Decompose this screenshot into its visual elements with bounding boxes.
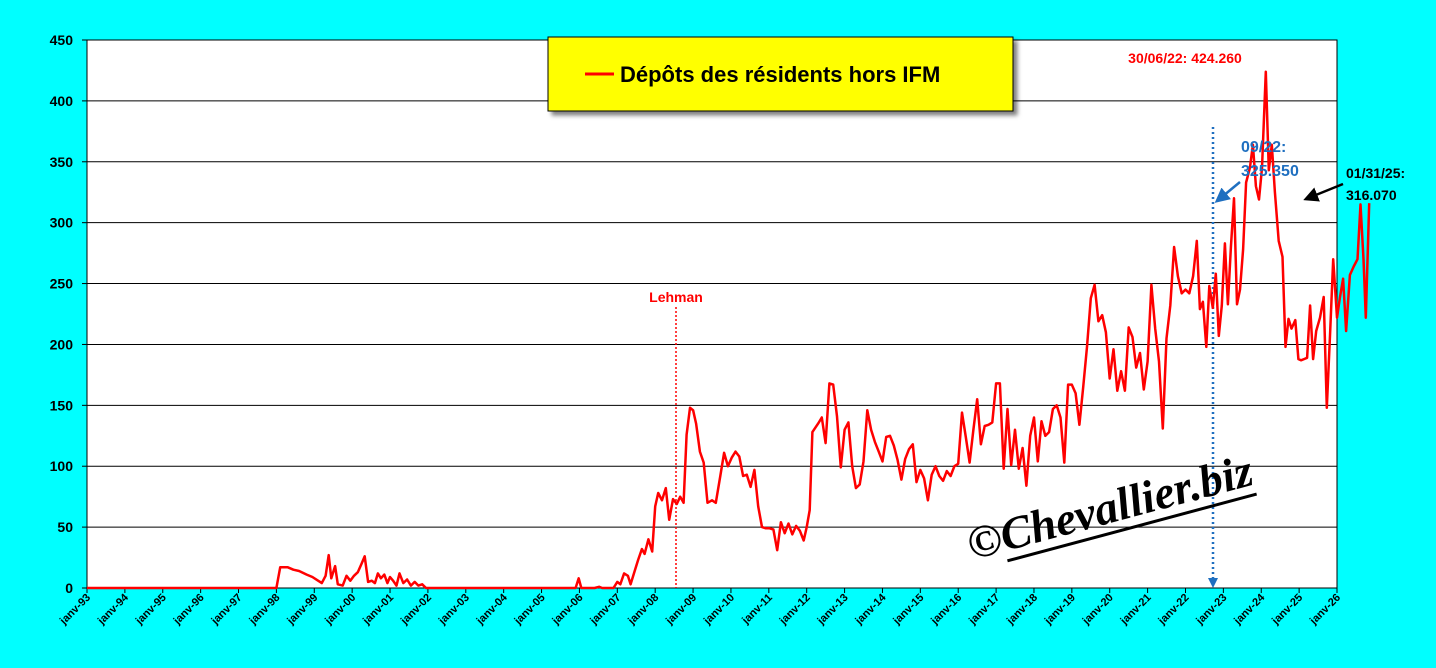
legend-box [547,36,1014,112]
plot-area [86,39,1338,589]
x-axis-ticks: janv-93 janv-94 janv-95 janv-96 janv-97 janv-… [57,588,1343,628]
y-tick-label: 0 [65,580,73,596]
x-tick-label: janv-12 [777,592,813,628]
y-tick-label: 400 [50,93,74,109]
x-tick-label: janv-97 [209,592,245,628]
x-tick-label: janv-25 [1269,592,1305,628]
x-tick-label: janv-17 [966,592,1002,628]
x-tick-label: janv-03 [436,592,472,628]
y-tick-label: 450 [50,32,74,48]
y-tick-label: 150 [50,397,74,413]
x-tick-label: janv-06 [550,592,586,628]
x-tick-label: janv-93 [57,592,93,628]
x-tick-label: janv-04 [474,591,511,628]
x-tick-label: janv-19 [1042,592,1078,628]
x-tick-label: janv-15 [890,592,926,628]
x-tick-label: janv-21 [1118,592,1154,628]
x-tick-label: janv-99 [284,592,320,628]
x-tick-label: janv-13 [815,592,851,628]
annotation-last-arrow [1303,182,1344,202]
x-tick-label: janv-18 [1004,592,1040,628]
x-tick-label: janv-10 [701,592,737,628]
x-tick-label: janv-02 [398,592,434,628]
x-tick-label: janv-24 [1231,591,1268,628]
x-tick-label: janv-20 [1080,592,1116,628]
annotation-sep22-value: 325.350 [1241,163,1299,180]
annotation-last-value: 316.070 [1346,187,1397,203]
x-tick-label: janv-00 [322,592,358,628]
y-tick-label: 200 [50,336,74,352]
lehman-label: Lehman [649,289,703,305]
sep22-marker-arrowhead [1208,578,1218,588]
annotation-sep22-date: 09/22: [1241,139,1286,156]
x-tick-label: janv-26 [1307,592,1343,628]
annotation-peak: 30/06/22: 424.260 [1128,50,1242,66]
annotation-sep22-arrow [1214,181,1241,203]
annotation-last-date: 01/31/25: [1346,165,1405,181]
x-tick-label: janv-09 [663,592,699,628]
x-tick-label: janv-23 [1193,592,1229,628]
series-line-depots [87,70,1371,590]
x-tick-label: janv-22 [1156,592,1192,628]
x-tick-label: janv-07 [587,592,623,628]
x-tick-label: janv-11 [739,592,775,628]
x-tick-label: janv-96 [171,592,207,628]
x-tick-label: janv-05 [512,592,548,628]
x-tick-label: janv-08 [625,592,661,628]
x-tick-label: janv-16 [928,592,964,628]
x-tick-label: janv-98 [247,592,283,628]
x-tick-label: janv-95 [133,592,169,628]
y-tick-label: 100 [50,458,74,474]
y-axis-ticks: 0 50 100 150 200 250 300 350 400 450 [50,32,87,596]
y-tick-label: 350 [50,154,74,170]
x-tick-label: janv-14 [853,591,890,628]
y-tick-label: 50 [57,519,73,535]
y-tick-label: 250 [50,276,74,292]
x-tick-label: janv-94 [95,591,132,628]
legend: Dépôts des résidents hors IFM [547,36,1014,112]
legend-label: Dépôts des résidents hors IFM [620,62,940,87]
x-tick-label: janv-01 [360,592,396,628]
watermark-underline [1007,492,1258,563]
y-tick-label: 300 [50,215,74,231]
